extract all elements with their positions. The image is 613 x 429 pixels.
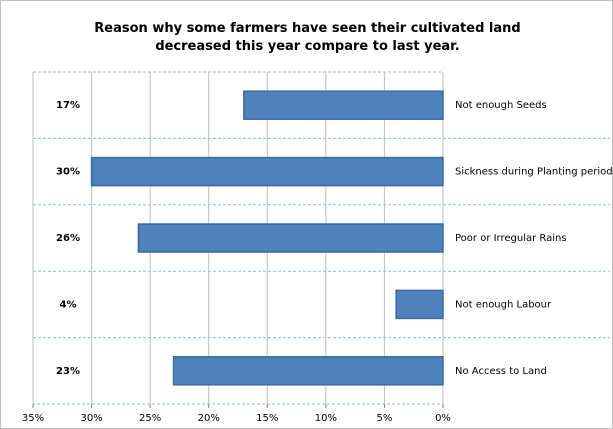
category-label: Not enough Seeds xyxy=(455,100,547,111)
value-label: 4% xyxy=(60,299,77,310)
category-label: Not enough Labour xyxy=(455,299,552,310)
x-tick-label: 30% xyxy=(80,413,102,424)
category-label: No Access to Land xyxy=(455,366,547,377)
value-label: 17% xyxy=(56,100,80,111)
value-label: 26% xyxy=(56,233,80,244)
value-label: 23% xyxy=(56,366,80,377)
bar xyxy=(172,356,444,386)
bar xyxy=(243,90,444,120)
x-tick-label: 20% xyxy=(198,413,220,424)
x-tick-label: 35% xyxy=(22,413,44,424)
bar xyxy=(395,289,444,320)
bar xyxy=(137,223,444,253)
value-label: 30% xyxy=(56,167,80,178)
x-tick-label: 0% xyxy=(435,413,451,424)
x-tick-label: 5% xyxy=(376,413,392,424)
category-label: Sickness during Planting period xyxy=(455,167,613,178)
bar xyxy=(90,156,444,187)
x-tick-label: 15% xyxy=(256,413,278,424)
x-tick-label: 25% xyxy=(139,413,161,424)
x-tick-label: 10% xyxy=(315,413,337,424)
category-label: Poor or Irregular Rains xyxy=(455,233,567,244)
chart-title: Reason why some farmers have seen their … xyxy=(94,21,521,54)
